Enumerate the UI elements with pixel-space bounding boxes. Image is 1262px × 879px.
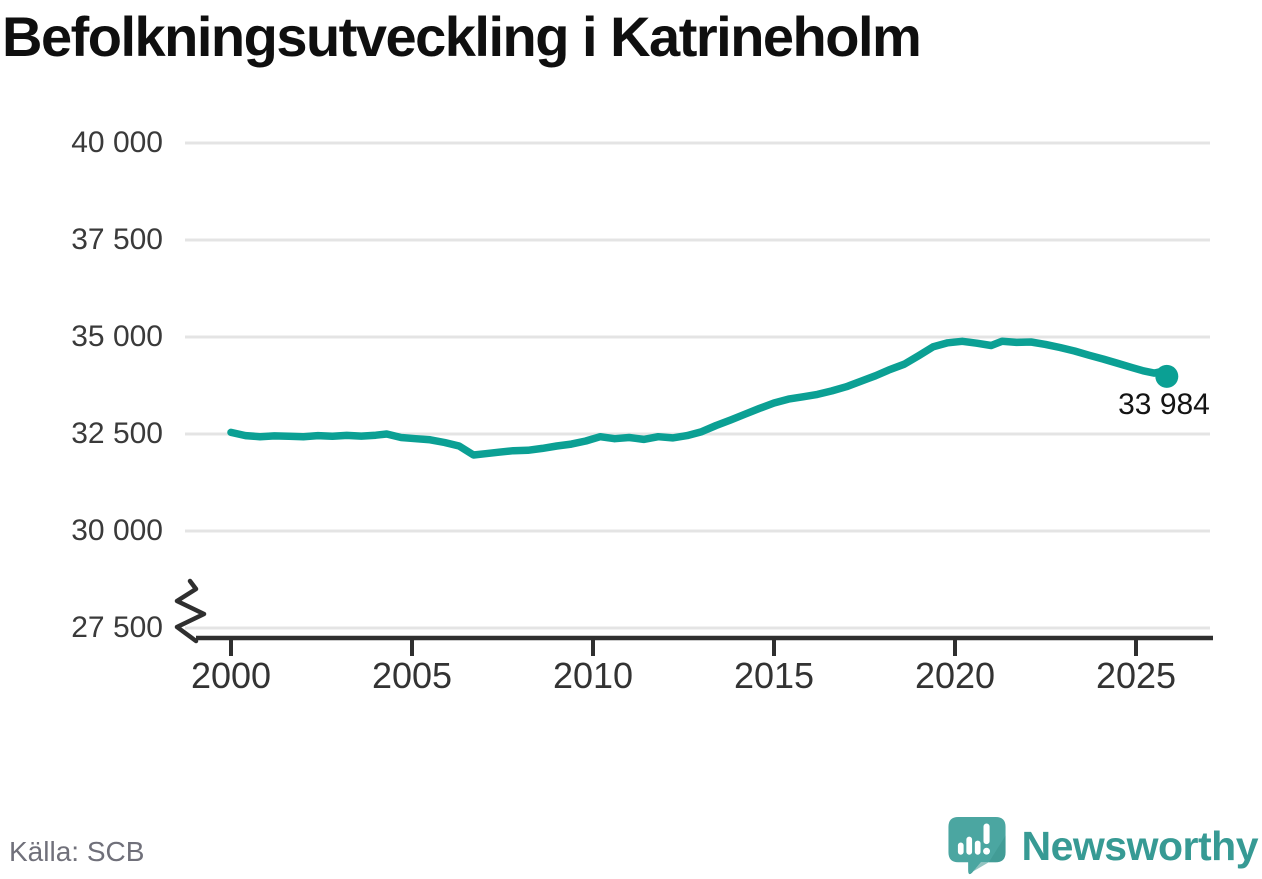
- y-tick-label: 30 000: [71, 514, 163, 547]
- x-tick-label: 2000: [190, 655, 272, 696]
- newsworthy-logo-icon: [947, 816, 1006, 875]
- newsworthy-wordmark: Newsworthy: [1021, 822, 1259, 869]
- population-line-series: [227, 337, 1179, 459]
- y-tick-label: 27 500: [71, 611, 163, 644]
- latest-value-label: 33 984: [1118, 388, 1210, 421]
- x-tick-label: 2005: [371, 655, 453, 696]
- y-tick-label: 37 500: [71, 223, 163, 256]
- source-note: Källa: SCB: [9, 836, 145, 867]
- newsworthy-branding: Newsworthy: [945, 814, 1259, 877]
- y-axis-break-zigzag-icon: [174, 578, 207, 644]
- y-tick-label: 32 500: [71, 417, 163, 450]
- x-axis: [196, 635, 1213, 656]
- x-tick-label: 2020: [914, 655, 996, 696]
- chart-title: Befolkningsutveckling i Katrineholm: [2, 5, 922, 68]
- x-tick-label: 2015: [733, 655, 815, 696]
- x-tick-label: 2010: [552, 655, 634, 696]
- y-tick-label: 35 000: [71, 320, 163, 353]
- gridlines: [185, 141, 1210, 630]
- y-tick-label: 40 000: [71, 126, 163, 159]
- x-tick-label: 2025: [1095, 655, 1177, 696]
